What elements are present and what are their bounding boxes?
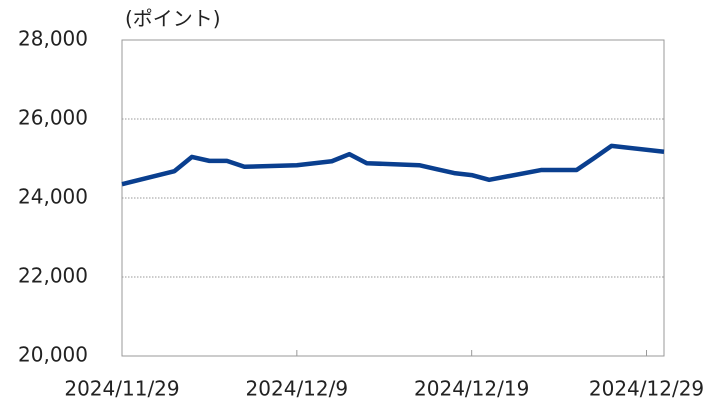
y-axis-label: (ポイント): [125, 7, 221, 31]
x-tick-label: 2024/12/19: [414, 377, 529, 401]
x-tick-label: 2024/12/9: [246, 377, 349, 401]
y-tick-label: 20,000: [18, 343, 88, 367]
x-tick-label: 2024/11/29: [64, 377, 179, 401]
y-tick-label: 26,000: [18, 106, 88, 130]
plot-frame: [121, 39, 665, 357]
x-tick-label: 2024/12/29: [589, 377, 704, 401]
data-line: [121, 143, 665, 187]
y-tick-label: 28,000: [18, 27, 88, 51]
y-tick-label: 24,000: [18, 185, 88, 209]
y-tick-label: 22,000: [18, 264, 88, 288]
